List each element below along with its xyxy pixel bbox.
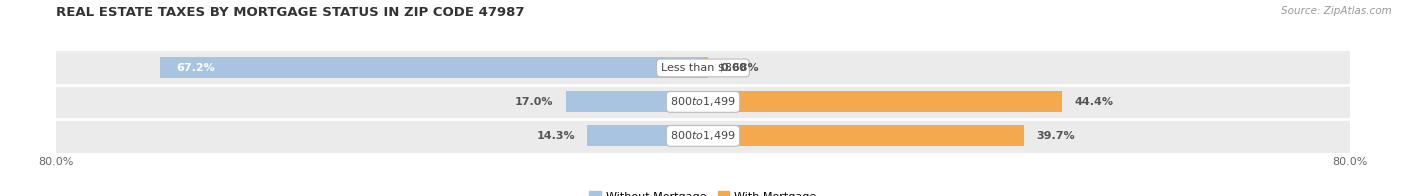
Bar <box>703 57 709 78</box>
Text: 39.7%: 39.7% <box>1036 131 1074 141</box>
Bar <box>703 91 1062 113</box>
Text: 67.2%: 67.2% <box>176 63 215 73</box>
Text: 17.0%: 17.0% <box>515 97 554 107</box>
Text: REAL ESTATE TAXES BY MORTGAGE STATUS IN ZIP CODE 47987: REAL ESTATE TAXES BY MORTGAGE STATUS IN … <box>56 6 524 19</box>
Text: 14.3%: 14.3% <box>537 131 575 141</box>
Bar <box>588 125 703 146</box>
Text: Less than $800: Less than $800 <box>661 63 745 73</box>
Bar <box>56 85 1350 119</box>
Bar <box>703 125 1024 146</box>
Text: $800 to $1,499: $800 to $1,499 <box>671 95 735 108</box>
Bar <box>160 57 703 78</box>
Bar <box>56 51 1350 85</box>
Text: $800 to $1,499: $800 to $1,499 <box>671 129 735 142</box>
Text: 44.4%: 44.4% <box>1074 97 1114 107</box>
Text: 0.68%: 0.68% <box>721 63 759 73</box>
Bar <box>56 119 1350 153</box>
Text: Source: ZipAtlas.com: Source: ZipAtlas.com <box>1281 6 1392 16</box>
Legend: Without Mortgage, With Mortgage: Without Mortgage, With Mortgage <box>585 187 821 196</box>
Bar <box>565 91 703 113</box>
